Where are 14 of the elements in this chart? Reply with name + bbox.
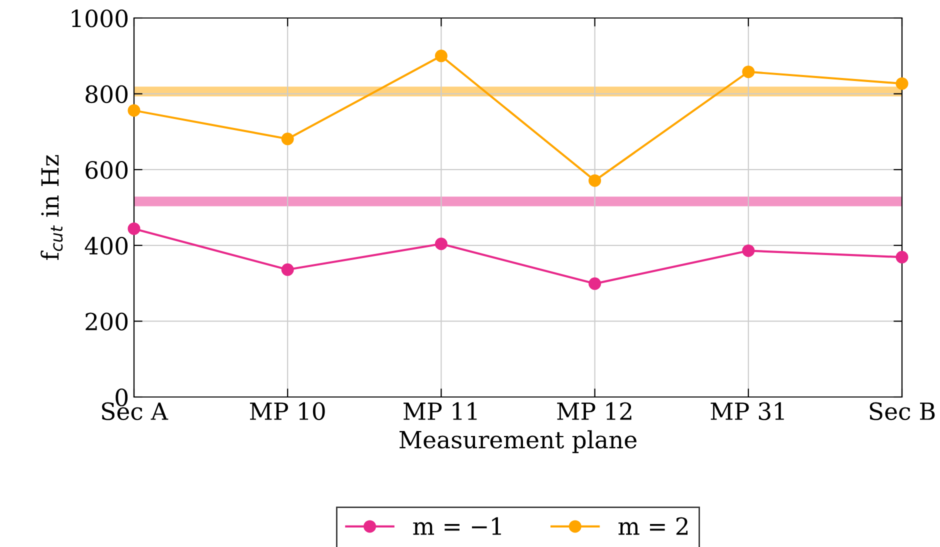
y-tick-label: 400 [84, 236, 128, 255]
legend-label: m = 2 [618, 517, 688, 535]
x-tick-label: MP 11 [404, 402, 477, 420]
y-tick-label: 600 [86, 161, 128, 179]
y-axis-title: f$_{cut}$ in Hz [40, 155, 63, 260]
x-axis-title: Measurement plane [400, 430, 636, 454]
y-tick-label: 200 [86, 312, 128, 331]
x-tick-label: Sec B [870, 402, 935, 420]
x-tick-label: MP 31 [710, 402, 784, 420]
y-tick-label: 800 [86, 85, 128, 104]
y-tick-label: 1000 [72, 9, 128, 28]
x-tick-label: MP 10 [250, 402, 325, 420]
x-tick-label: MP 12 [557, 402, 632, 420]
legend-label: m = −1 [413, 517, 501, 535]
